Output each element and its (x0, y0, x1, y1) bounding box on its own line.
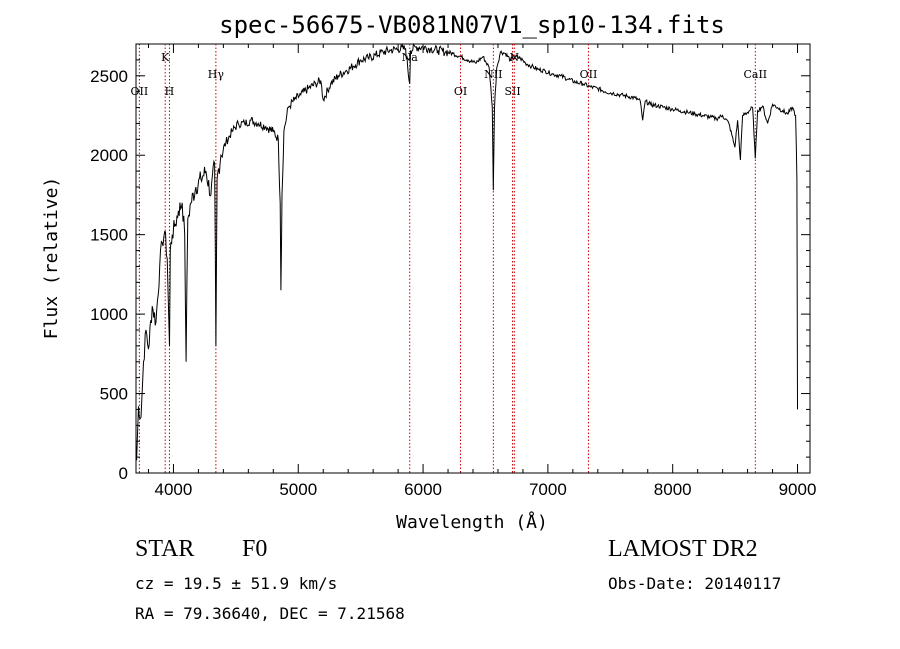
x-tick-label: 5000 (279, 480, 317, 499)
line-marker-label: H (165, 85, 175, 98)
chart-title: spec-56675-VB081N07V1_sp10-134.fits (219, 11, 725, 39)
spectrum-chart: spec-56675-VB081N07V1_sp10-134.fits K H OI… (41, 11, 817, 533)
x-tick-label: 6000 (404, 480, 442, 499)
line-marker-label: OI (454, 85, 467, 98)
line-marker-label: OII (580, 68, 598, 81)
y-tick-label: 1500 (90, 226, 128, 245)
survey-name: LAMOST DR2 (608, 536, 758, 562)
x-tick-label: 4000 (155, 480, 193, 499)
line-marker-label: CaII (743, 68, 767, 81)
y-tick-label: 0 (119, 464, 128, 483)
line-marker-label: NII (484, 68, 502, 81)
obs-date-text: Obs-Date: 20140117 (608, 574, 782, 593)
coordinates-text: RA = 79.36640, DEC = 7.21568 (135, 604, 405, 623)
y-tick-label: 1000 (90, 305, 128, 324)
line-marker-label: Hγ (208, 68, 225, 81)
y-tick-label: 500 (100, 385, 128, 404)
line-marker-label: SII (504, 85, 520, 98)
x-tick-label: 7000 (529, 480, 567, 499)
y-tick-label: 2000 (90, 146, 128, 165)
y-axis-label: Flux (relative) (41, 177, 62, 340)
axis-ticks: 4000 5000 6000 7000 8000 9000 0 500 1000 1500 2000… (90, 43, 817, 499)
y-tick-label: 2500 (90, 67, 128, 86)
spectrum-line (136, 43, 798, 461)
x-tick-label: 9000 (779, 480, 817, 499)
object-subclass: F0 (242, 536, 268, 562)
x-axis-label: Wavelength (Å) (396, 511, 548, 533)
redshift-text: cz = 19.5 ± 51.9 km/s (135, 574, 338, 593)
plot-frame (135, 43, 811, 474)
x-tick-label: 8000 (654, 480, 692, 499)
line-marker-label: K (161, 51, 170, 64)
object-class: STAR (135, 536, 195, 562)
